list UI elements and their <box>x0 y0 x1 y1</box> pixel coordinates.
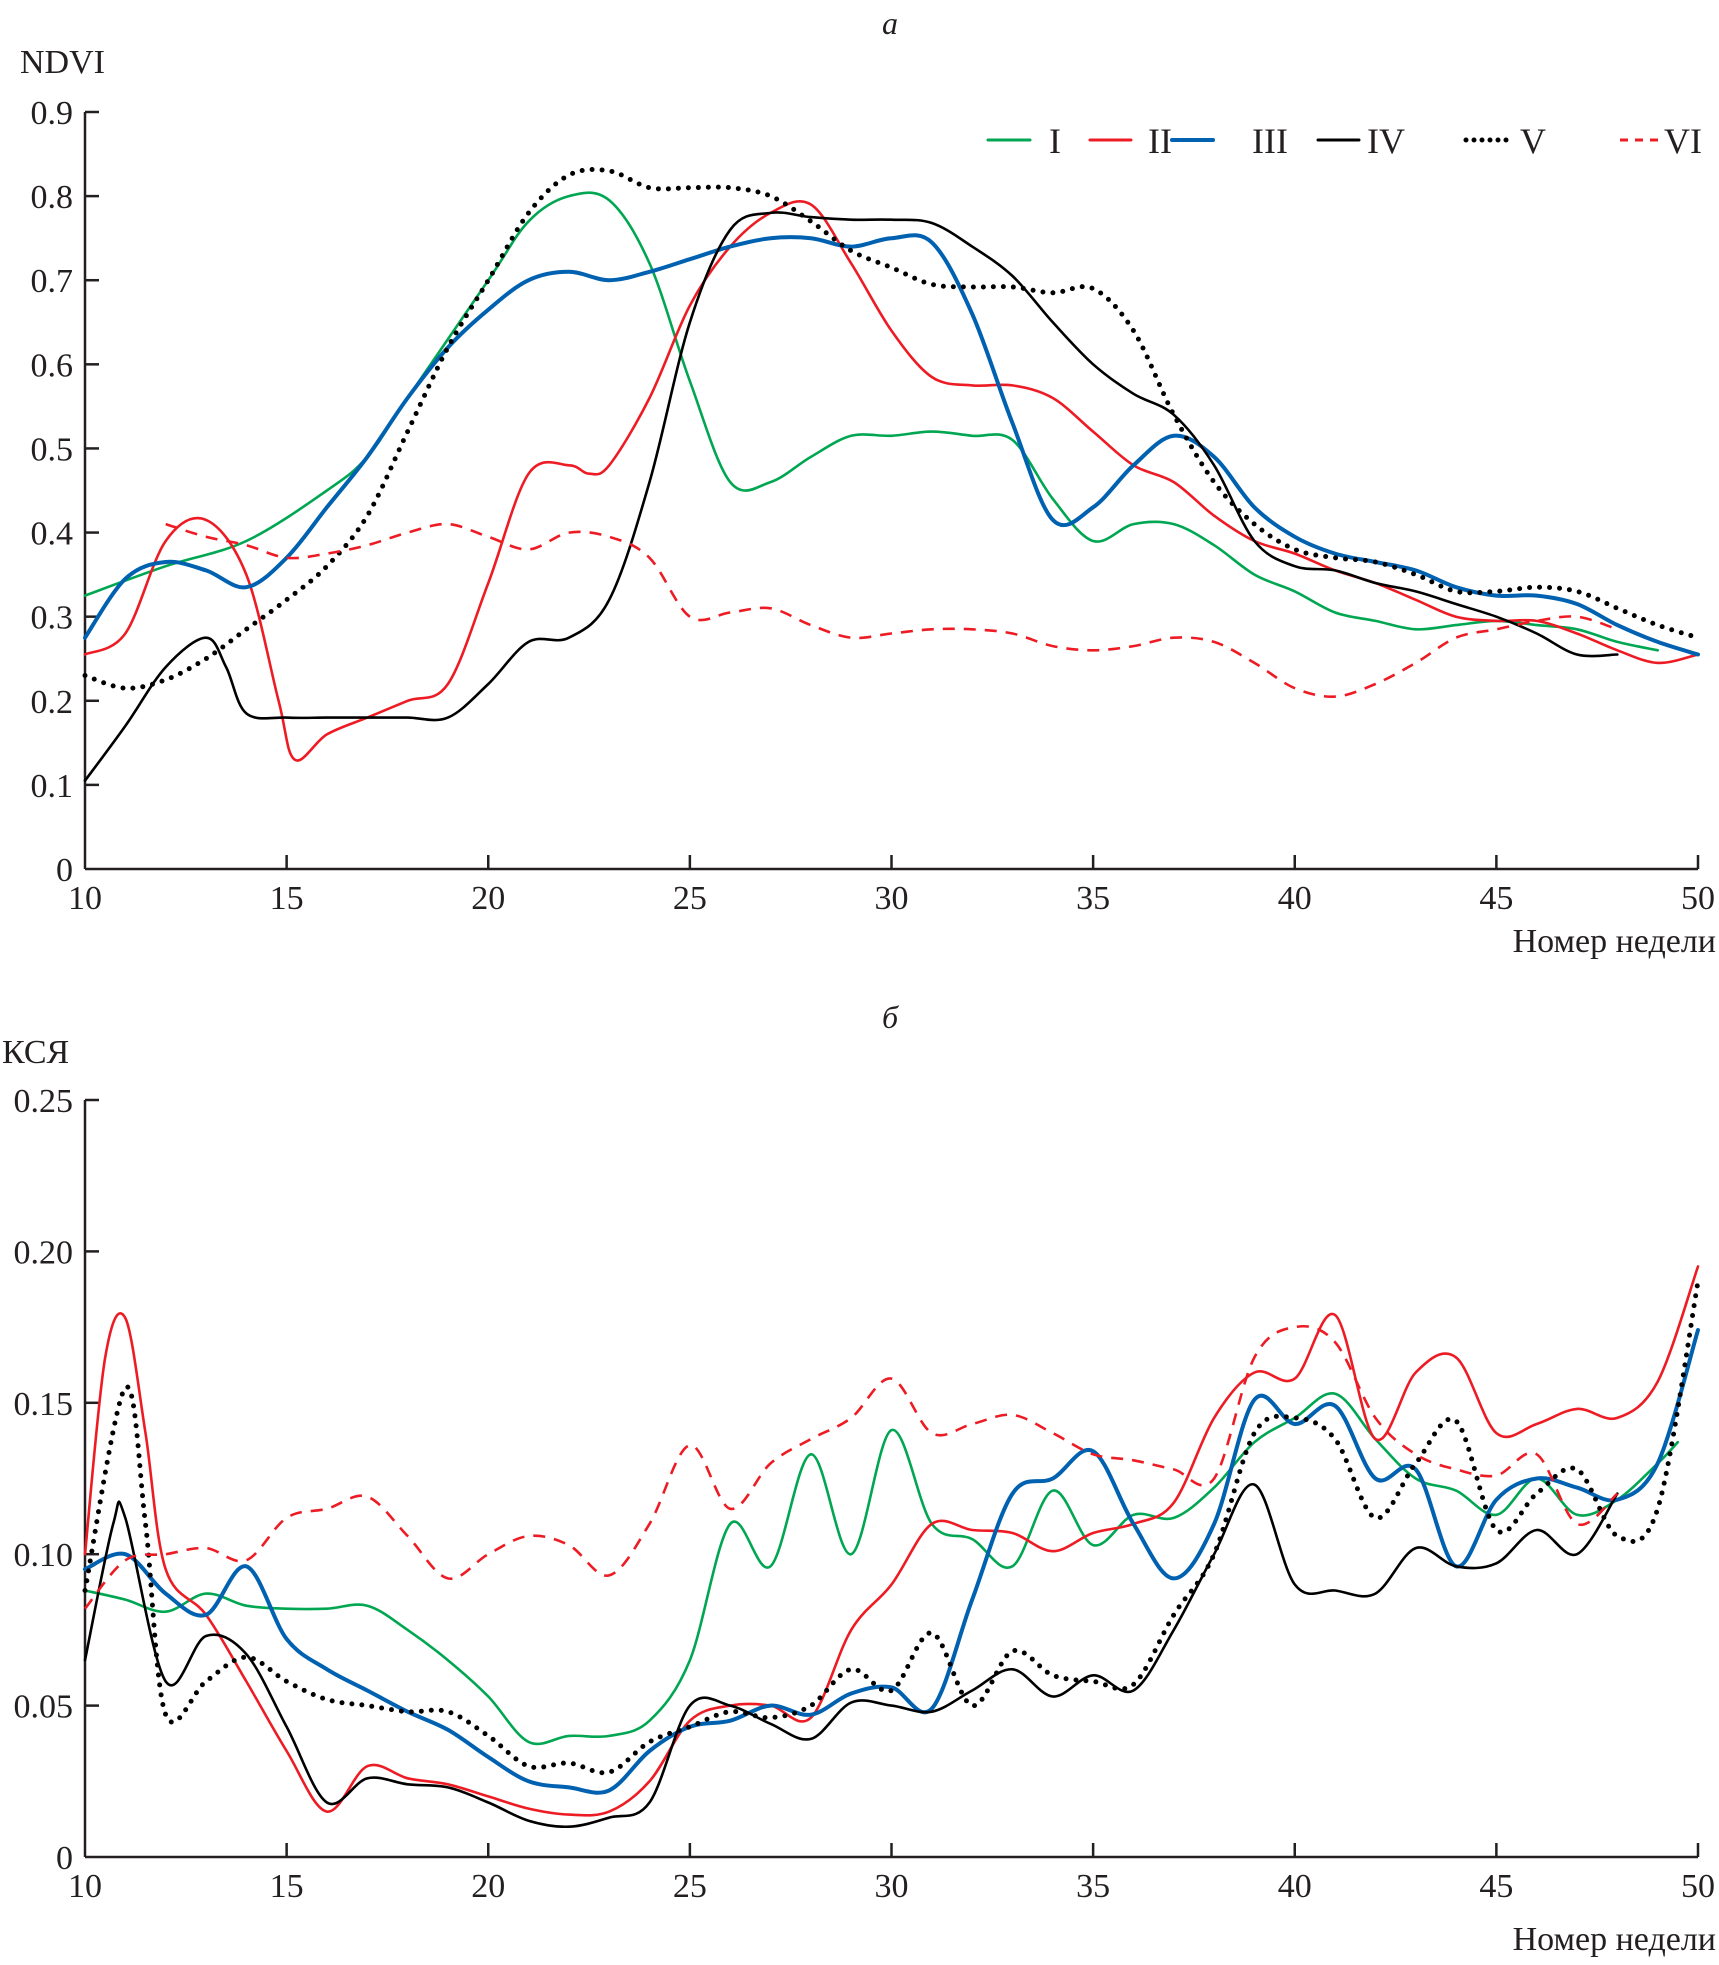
x-tick-label-b: 30 <box>875 1868 909 1905</box>
legend: I II III IV V VI <box>986 121 1702 161</box>
x-tick-label-a: 50 <box>1681 880 1715 917</box>
panel-a-title: а <box>882 5 898 41</box>
legend-item-vi: VI <box>1620 121 1702 161</box>
x-axis-label-b: Номер недели <box>1513 1921 1716 1958</box>
y-tick-label-b: 0.05 <box>14 1689 74 1726</box>
series-line-ii-b <box>83 1265 1700 1817</box>
series-line-iv-b <box>83 1483 1619 1829</box>
y-axis-label-ksya: КСЯ <box>2 1034 69 1071</box>
x-tick-label-b: 10 <box>68 1868 102 1905</box>
x-tick-label-a: 25 <box>673 880 707 917</box>
axes-a: 0 0.1 0.2 0.3 0.4 0.5 0.6 0.7 0.8 0.9 10 15 20 25 30 35… <box>31 95 1716 917</box>
ksya-chart: б КСЯ Номер недели 0 0.05 0.10 0.15 0.20 0.25… <box>2 999 1716 1958</box>
series-line-v-a <box>82 166 1701 691</box>
series-line-ii-a <box>83 199 1700 762</box>
x-tick-label-a: 35 <box>1076 880 1110 917</box>
x-tick-label-b: 35 <box>1076 1868 1110 1905</box>
ndvi-chart: а NDVI Номер недели 00.10.20.30.40.50.60… <box>20 5 1716 960</box>
legend-item-i: I <box>986 121 1061 161</box>
y-tick-label-b: 0.15 <box>14 1386 74 1423</box>
series-a <box>82 166 1701 782</box>
x-tick-label-b: 50 <box>1681 1868 1715 1905</box>
series-line-i-b <box>83 1392 1680 1746</box>
x-tick-label-b: 20 <box>471 1868 505 1905</box>
x-tick-label-a: 15 <box>270 880 304 917</box>
panel-b-title: б <box>882 999 899 1035</box>
legend-label-vi: VI <box>1664 121 1702 161</box>
series-b <box>82 1265 1701 1829</box>
x-tick-label-a: 20 <box>471 880 505 917</box>
series-line-v-b <box>82 1279 1701 1776</box>
series-line-iv-a <box>83 211 1619 782</box>
series-line-iii-b <box>83 1328 1700 1795</box>
y-tick-label-b: 0.10 <box>14 1537 74 1574</box>
x-tick-label-a: 45 <box>1479 880 1513 917</box>
y-tick-label-b: 0.20 <box>14 1234 74 1271</box>
x-tick-label-a: 30 <box>875 880 909 917</box>
x-tick-label-b: 45 <box>1479 1868 1513 1905</box>
y-tick-label-a: 0.3 <box>31 600 74 637</box>
y-tick-label-a: 0.7 <box>31 263 74 300</box>
y-tick-label-a: 0.8 <box>31 179 74 216</box>
y-tick-label-b: 0.25 <box>14 1083 74 1120</box>
y-tick-label-a: 0.6 <box>31 347 74 384</box>
x-tick-label-b: 25 <box>673 1868 707 1905</box>
x-tick-label-b: 40 <box>1278 1868 1312 1905</box>
y-tick-label-a: 0.9 <box>31 95 74 132</box>
y-tick-label-a: 0.2 <box>31 684 74 721</box>
y-tick-label-a: 0 <box>56 852 73 889</box>
series-line-vi-b <box>83 1324 1619 1610</box>
legend-item-v: V <box>1463 121 1546 161</box>
series-line-vi-a <box>165 522 1618 698</box>
y-tick-label-a: 0.4 <box>31 516 74 553</box>
series-line-i-a <box>83 191 1659 652</box>
legend-label-v: V <box>1520 121 1546 161</box>
y-tick-label-a: 0.5 <box>31 431 74 468</box>
y-tick-label-a: 0.1 <box>31 768 74 805</box>
x-tick-label-b: 15 <box>270 1868 304 1905</box>
legend-label-iii: III <box>1252 121 1288 161</box>
series-line-iii-a <box>83 233 1700 657</box>
legend-item-iii: III <box>1170 121 1288 161</box>
legend-label-i: I <box>1049 121 1061 161</box>
legend-item-ii: II <box>1088 121 1172 161</box>
x-tick-label-a: 10 <box>68 880 102 917</box>
legend-label-ii: II <box>1148 121 1172 161</box>
y-tick-label-b: 0 <box>56 1840 73 1877</box>
y-axis-label-ndvi: NDVI <box>20 44 105 81</box>
x-axis-label-a: Номер недели <box>1513 923 1716 960</box>
x-tick-label-a: 40 <box>1278 880 1312 917</box>
legend-label-iv: IV <box>1367 121 1405 161</box>
axes-b: 0 0.05 0.10 0.15 0.20 0.25 10 15 20 25 30 35 40 45 50 <box>14 1083 1716 1905</box>
legend-item-iv: IV <box>1316 121 1405 161</box>
